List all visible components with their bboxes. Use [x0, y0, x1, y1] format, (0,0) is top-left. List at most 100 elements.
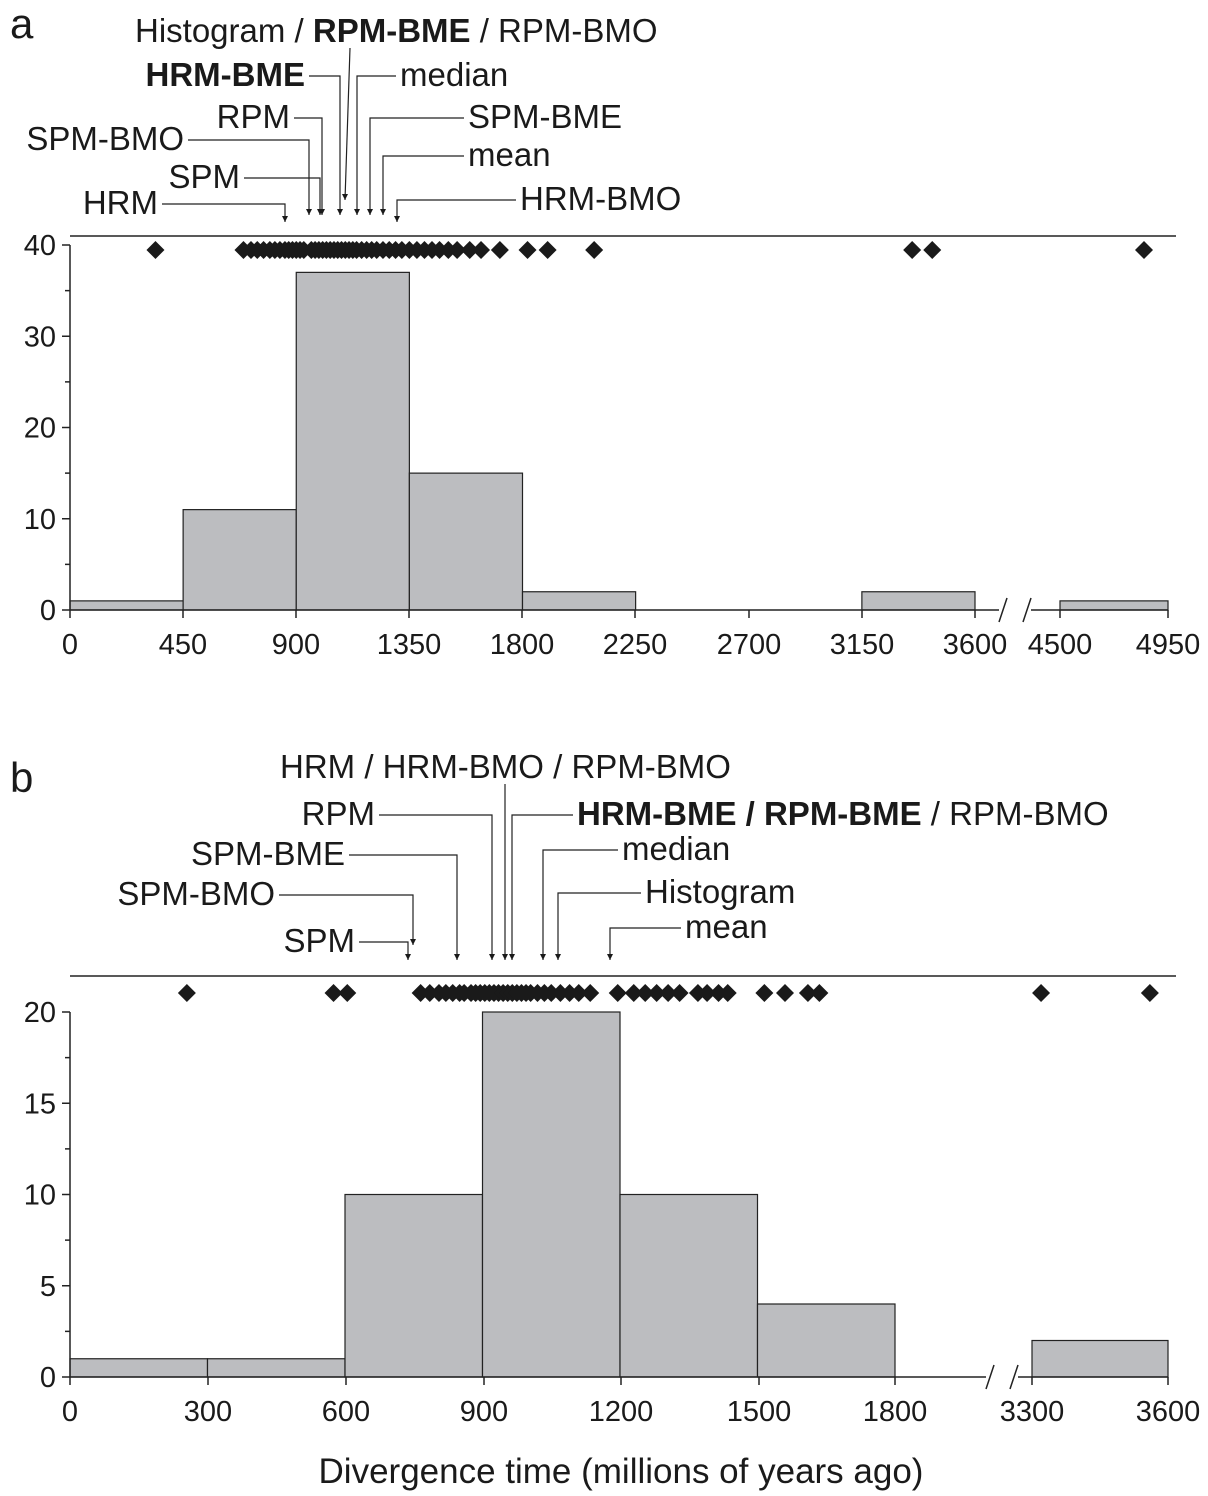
point-estimate-marker: [472, 241, 491, 259]
annotation-arrowhead: [394, 216, 400, 222]
point-estimate-marker: [581, 984, 600, 1002]
point-estimate-marker: [755, 984, 774, 1002]
point-estimate-marker: [688, 984, 707, 1002]
x-tick-label: 4950: [1136, 629, 1201, 661]
annotation-text: SPM-BMO: [26, 120, 184, 157]
annotation-bold-text: HRM-BME: [146, 56, 305, 93]
histogram-bar: [861, 591, 976, 611]
annotation-leader-line: [356, 75, 396, 215]
point-estimate-marker: [1032, 984, 1051, 1002]
annotation-arrowhead: [306, 209, 312, 215]
x-tick-label: 3600: [1136, 1396, 1201, 1428]
point-estimate-marker: [420, 984, 439, 1002]
x-tick-label: 3300: [1000, 1396, 1065, 1428]
annotation-label: SPM-BMO: [26, 120, 184, 157]
histogram-bar: [521, 591, 637, 611]
annotation-leader-line: [344, 47, 351, 201]
point-estimate-marker: [177, 984, 196, 1002]
x-tick-label: 900: [460, 1396, 508, 1428]
point-estimate-marker: [569, 984, 588, 1002]
point-estimate-marker: [636, 984, 655, 1002]
point-estimate-marker: [903, 241, 922, 259]
annotation-leader-line: [396, 199, 516, 222]
histogram-bar: [1059, 600, 1169, 611]
point-estimate-marker: [518, 241, 537, 259]
point-estimate-marker: [810, 984, 829, 1002]
point-estimate-marker: [718, 984, 737, 1002]
annotation-leader-line: [309, 75, 341, 215]
axis-break-mark: [1009, 1364, 1019, 1390]
point-estimate-marker: [460, 241, 479, 259]
point-estimate-marker: [411, 984, 430, 1002]
histogram-bar: [481, 1011, 621, 1378]
point-estimate-marker: [1135, 241, 1153, 259]
annotation-text: median: [622, 830, 730, 867]
annotation-leader-line: [557, 892, 641, 960]
annotation-bold-text: HRM-BME / RPM-BME: [577, 795, 922, 832]
x-tick-label: 2250: [603, 629, 668, 661]
annotation-label: Histogram / RPM-BME / RPM-BMO: [135, 12, 658, 49]
panel-letter-a: a: [10, 0, 34, 47]
annotation-label: median: [622, 830, 730, 867]
x-tick-label: 300: [184, 1396, 232, 1428]
annotation-leader-line: [294, 117, 323, 215]
histogram-bar: [206, 1358, 346, 1378]
annotation-text: Histogram: [645, 873, 795, 910]
point-estimate-marker: [448, 241, 467, 259]
annotation-arrowhead: [342, 194, 348, 200]
point-estimate-marker: [585, 241, 604, 259]
annotation-label: HRM-BME / RPM-BME / RPM-BMO: [577, 795, 1109, 832]
annotation-leader-line: [542, 849, 618, 960]
annotation-leader-line: [244, 177, 321, 215]
annotation-text: median: [400, 56, 508, 93]
point-estimate-marker: [538, 241, 557, 259]
point-estimate-marker: [698, 984, 717, 1002]
histogram-bar: [69, 1358, 209, 1378]
x-tick-label: 1500: [727, 1396, 792, 1428]
annotation-arrowhead: [555, 954, 561, 960]
y-tick-label: 30: [24, 321, 56, 353]
point-estimate-marker: [647, 984, 666, 1002]
histogram-bar: [756, 1303, 896, 1378]
x-tick-label: 3150: [830, 629, 895, 661]
point-estimate-marker: [624, 984, 643, 1002]
annotation-arrowhead: [337, 209, 343, 215]
chart-a: 0 10 20 30 40 0 450 900 1350 1800 2250 2700 3150 3600…: [24, 12, 1201, 661]
annotation-leader-line: [279, 894, 414, 945]
annotation-arrowhead: [317, 209, 323, 215]
x-tick-label: 600: [322, 1396, 370, 1428]
annotation-text: mean: [468, 136, 551, 173]
annotation-label: HRM: [83, 184, 158, 221]
panel-letter-b: b: [10, 754, 33, 801]
annotation-text: RPM: [302, 795, 375, 832]
y-tick-label: 40: [24, 230, 56, 262]
x-tick-label: 1800: [490, 629, 555, 661]
histogram-bar: [69, 600, 184, 611]
point-estimate-marker: [542, 984, 561, 1002]
annotation-arrowhead: [509, 954, 515, 960]
x-tick-label: 2700: [717, 629, 782, 661]
annotation-label: SPM-BME: [468, 98, 622, 135]
x-tick-label: 3600: [943, 629, 1008, 661]
annotation-text: RPM: [217, 98, 290, 135]
annotation-text: SPM: [283, 922, 355, 959]
annotation-suffix-text: / RPM-BMO: [922, 795, 1109, 832]
annotation-arrowhead: [607, 954, 613, 960]
annotation-label: HRM / HRM-BMO / RPM-BMO: [280, 748, 731, 785]
point-estimate-marker: [798, 984, 817, 1002]
histogram-bar: [408, 472, 524, 611]
annotation-arrowhead: [282, 216, 288, 222]
point-estimate-marker: [670, 984, 689, 1002]
annotation-text: SPM-BME: [468, 98, 622, 135]
y-tick-label: 5: [40, 1271, 56, 1303]
histogram-bar: [1031, 1339, 1169, 1378]
y-tick-label: 10: [24, 504, 56, 536]
annotation-label: mean: [468, 136, 551, 173]
annotation-arrowhead: [410, 939, 416, 945]
x-tick-label: 1350: [377, 629, 442, 661]
annotation-leader-line: [382, 155, 464, 215]
annotation-text: SPM-BMO: [117, 875, 275, 912]
annotation-leader-line: [162, 203, 286, 222]
point-estimate-marker: [1140, 984, 1159, 1002]
point-estimate-marker: [659, 984, 678, 1002]
